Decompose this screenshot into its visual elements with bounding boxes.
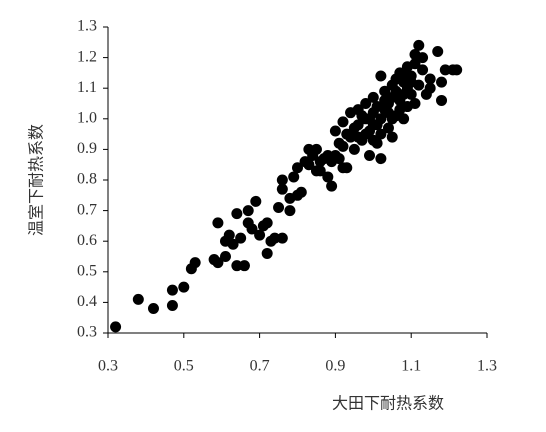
point <box>424 73 436 85</box>
point <box>231 208 243 220</box>
point <box>352 131 364 143</box>
point <box>322 150 334 162</box>
y-tick-label: 1.1 <box>77 79 97 96</box>
y-tick-label: 1.3 <box>77 18 97 35</box>
point <box>223 229 235 241</box>
y-tick-label: 1.2 <box>77 48 97 65</box>
point <box>379 85 391 97</box>
point <box>261 247 273 259</box>
y-tick-label: 0.9 <box>77 140 97 157</box>
point <box>189 257 201 269</box>
point <box>166 284 178 296</box>
point <box>382 122 394 134</box>
point <box>390 73 402 85</box>
point <box>375 70 387 82</box>
point <box>292 162 303 174</box>
point <box>333 153 345 165</box>
point <box>398 113 410 125</box>
point <box>386 113 398 125</box>
point <box>212 257 224 269</box>
y-tick-label: 0.8 <box>77 171 97 188</box>
point <box>295 186 307 198</box>
point <box>405 76 417 88</box>
point <box>178 281 190 293</box>
point <box>276 174 288 186</box>
point <box>409 98 421 109</box>
point <box>235 232 247 244</box>
point <box>386 131 398 143</box>
y-tick-label: 1.0 <box>77 109 97 126</box>
point <box>303 159 315 171</box>
point <box>436 76 448 88</box>
x-axis-label: 大田下耐热系数 <box>332 395 444 413</box>
point <box>310 143 322 155</box>
point <box>219 251 231 262</box>
point <box>288 171 300 183</box>
y-tick-label: 0.3 <box>77 324 97 341</box>
point <box>276 183 288 195</box>
point <box>439 64 451 76</box>
point <box>276 232 288 244</box>
point <box>364 150 376 162</box>
point <box>348 143 360 155</box>
point <box>417 52 429 64</box>
point <box>333 137 345 149</box>
point <box>269 232 281 244</box>
point <box>367 91 379 103</box>
point <box>284 205 296 217</box>
x-tick-label: 1.3 <box>477 358 497 375</box>
x-tick-label: 0.5 <box>174 358 194 375</box>
point <box>246 223 258 235</box>
point <box>254 229 266 241</box>
x-tick-label: 0.7 <box>250 358 270 375</box>
point <box>375 128 387 140</box>
y-tick-label: 0.6 <box>77 232 97 249</box>
point <box>242 205 254 217</box>
point <box>326 180 338 192</box>
point <box>147 303 159 315</box>
point <box>273 202 285 214</box>
point <box>238 260 250 272</box>
point <box>394 104 406 116</box>
point <box>409 58 421 70</box>
point <box>329 125 341 137</box>
x-tick-label: 0.9 <box>325 358 345 375</box>
point <box>360 98 372 109</box>
point <box>375 113 387 125</box>
point <box>110 321 122 333</box>
y-tick-label: 0.5 <box>77 262 97 279</box>
point <box>132 293 144 305</box>
point <box>371 101 383 113</box>
point <box>166 299 178 311</box>
point <box>367 134 379 146</box>
point <box>417 64 429 76</box>
y-axis-label: 温室下耐热系数 <box>28 124 46 236</box>
x-tick-label: 0.3 <box>98 358 118 375</box>
point <box>436 94 448 106</box>
x-tick-label: 1.1 <box>401 358 421 375</box>
point <box>212 217 224 229</box>
y-tick-label: 0.7 <box>77 201 97 218</box>
point <box>337 162 349 174</box>
point <box>367 119 379 131</box>
point <box>250 195 262 207</box>
y-tick-label: 0.4 <box>77 293 97 310</box>
point <box>227 238 239 250</box>
point <box>231 260 243 272</box>
point <box>314 165 326 177</box>
point <box>432 45 444 57</box>
point <box>451 64 463 76</box>
point <box>375 153 387 165</box>
point <box>341 128 353 140</box>
point <box>314 156 326 168</box>
point <box>337 116 349 128</box>
point <box>261 217 273 229</box>
point <box>322 171 334 183</box>
point <box>424 82 436 94</box>
point <box>348 122 360 134</box>
point <box>413 39 425 51</box>
